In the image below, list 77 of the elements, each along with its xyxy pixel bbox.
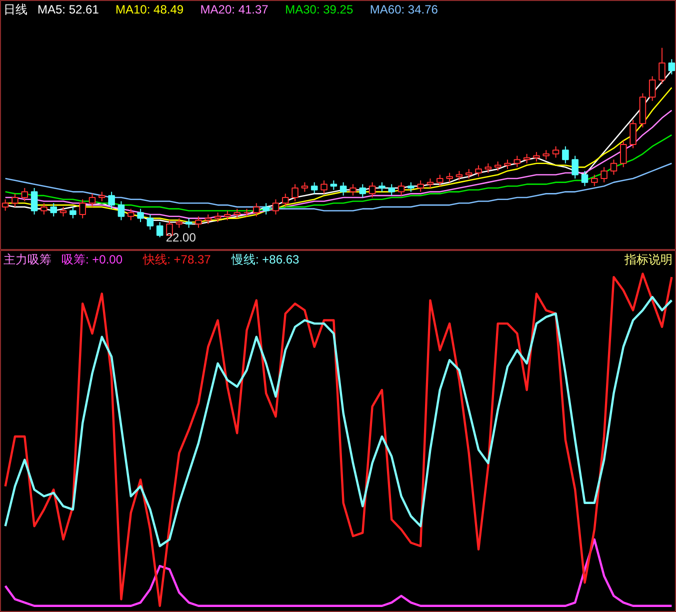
candlestick <box>620 140 627 168</box>
candlestick <box>591 174 598 187</box>
chart-title: 日线 <box>4 2 28 16</box>
annotation: 22.00 <box>166 230 196 245</box>
candlestick <box>282 193 289 208</box>
candlestick <box>436 174 444 187</box>
candlestick <box>523 153 530 164</box>
candlestick <box>98 191 106 202</box>
candlestick <box>292 184 298 202</box>
candlestick <box>204 214 212 224</box>
candlestick <box>12 193 18 208</box>
candlestick <box>408 182 414 192</box>
candlestick <box>156 222 164 238</box>
candlestick <box>533 152 540 162</box>
candlestick <box>350 184 356 196</box>
candlestick <box>552 146 560 158</box>
text: MA10: 48.49 <box>116 2 184 16</box>
candlestick <box>514 155 521 168</box>
candlestick <box>21 188 28 202</box>
candlestick <box>398 182 405 196</box>
chart-title: 主力吸筹 <box>4 252 52 266</box>
candlestick <box>272 198 280 216</box>
candlestick <box>50 202 58 217</box>
candlestick <box>88 193 96 208</box>
candlestick <box>340 182 347 196</box>
candlestick <box>40 202 48 216</box>
text: 指标说明 <box>624 252 672 266</box>
candlestick <box>195 216 202 228</box>
candlestick <box>610 159 618 176</box>
candlestick <box>118 200 125 221</box>
candlestick <box>330 180 338 190</box>
candlestick <box>137 208 144 223</box>
text: MA5: 52.61 <box>38 2 100 16</box>
candlestick <box>359 184 366 198</box>
candlestick <box>234 208 240 219</box>
candlestick <box>2 198 9 212</box>
candlestick <box>630 119 636 149</box>
candlestick <box>108 191 115 210</box>
text: 快线: +78.37 <box>142 252 212 266</box>
candlestick <box>224 210 231 221</box>
text: MA30: 39.25 <box>285 2 354 16</box>
text: 慢线: +86.63 <box>230 252 300 266</box>
candlestick <box>320 180 328 194</box>
candlestick <box>127 208 134 221</box>
candlestick <box>572 155 578 180</box>
candlestick <box>253 202 260 217</box>
candlestick <box>310 182 318 194</box>
candlestick <box>368 182 376 198</box>
candlestick <box>600 166 608 183</box>
text: 吸筹: +0.00 <box>62 252 123 266</box>
candlestick <box>79 198 86 219</box>
candlestick <box>176 218 183 228</box>
text: MA60: 34.76 <box>370 2 438 16</box>
candlestick <box>484 162 492 174</box>
candlestick <box>417 180 424 192</box>
candlestick <box>668 58 676 75</box>
candlestick <box>214 212 222 223</box>
candlestick <box>70 206 76 219</box>
text: MA20: 41.37 <box>200 2 269 16</box>
candlestick <box>388 184 396 196</box>
candlestick <box>446 172 453 183</box>
candlestick <box>542 150 550 160</box>
candlestick <box>378 182 386 192</box>
candlestick <box>456 170 463 181</box>
candlestick <box>658 47 666 84</box>
candlestick <box>301 182 308 192</box>
candlestick <box>30 188 38 216</box>
candlestick <box>60 206 67 217</box>
candlestick <box>581 170 588 187</box>
candlestick <box>562 146 569 164</box>
candlestick <box>262 202 270 216</box>
candlestick <box>504 159 511 170</box>
candlestick <box>465 168 472 180</box>
candlestick <box>648 76 656 102</box>
candlestick <box>475 164 482 178</box>
candlestick <box>185 218 192 228</box>
candlestick <box>146 214 154 230</box>
